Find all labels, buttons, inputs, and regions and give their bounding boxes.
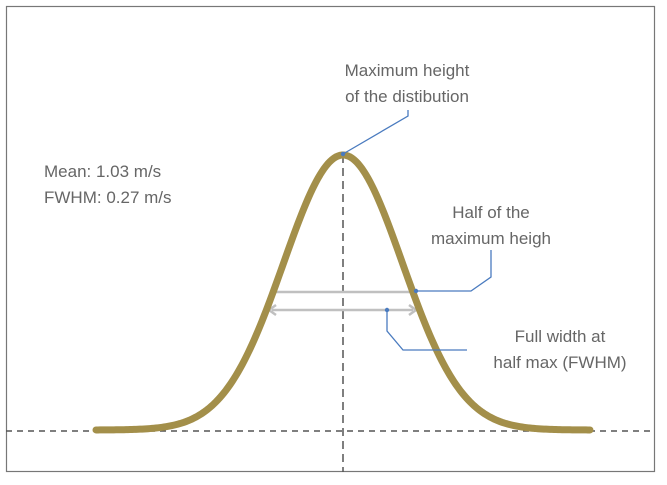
- label-fwhm-2: half max (FWHM): [493, 353, 626, 372]
- label-fwhm-1: Full width at: [515, 327, 606, 346]
- label-half-max-2: maximum heigh: [431, 229, 551, 248]
- mean-value: Mean: 1.03 m/s: [44, 162, 161, 181]
- leader-max-height: [340, 110, 409, 157]
- label-max-height-2: of the distibution: [345, 87, 469, 106]
- frame-border: [5, 5, 656, 473]
- label-max-height-1: Maximum height: [345, 61, 470, 80]
- leader-half-max: [413, 250, 492, 294]
- label-half-max-1: Half of the: [452, 203, 530, 222]
- leader-fwhm: [384, 307, 467, 351]
- fwhm-value: FWHM: 0.27 m/s: [44, 188, 172, 207]
